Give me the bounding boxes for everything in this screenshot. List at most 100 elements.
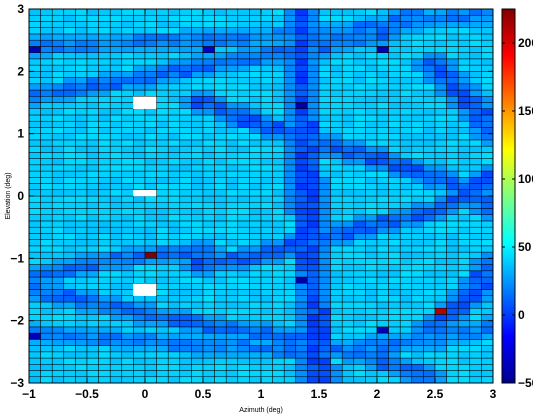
heatmap-cell [202,177,215,184]
heatmap-cell [318,307,331,315]
x-tick-label: −0.5 [75,387,99,401]
heatmap-cell [481,39,494,47]
heatmap-cell [399,233,413,240]
heatmap-cell [202,208,215,215]
heatmap-cell [434,226,447,234]
heatmap-cell [457,39,471,47]
heatmap-cell [156,83,169,91]
heatmap-cell [249,14,262,22]
heatmap-cell [75,364,88,371]
heatmap-cell [156,264,169,272]
heatmap-cell [214,289,227,296]
heatmap-cell [109,264,123,272]
heatmap-cell [225,145,239,153]
heatmap-cell [51,114,65,122]
heatmap-cell [28,83,41,91]
heatmap-cell [214,258,227,265]
heatmap-cell [353,364,366,371]
heatmap-cell [167,326,181,334]
heatmap-cell [399,289,413,296]
heatmap-cell [272,283,285,290]
heatmap-cell [237,152,250,159]
heatmap-cell [295,339,308,346]
heatmap-cell [179,52,192,60]
heatmap-cell [179,357,192,365]
heatmap-cell [249,170,262,178]
heatmap-cell [318,21,331,28]
heatmap-cell [156,364,169,371]
heatmap-cell [144,46,157,53]
heatmap-cell [156,339,169,346]
heatmap-cell [51,127,65,134]
heatmap-cell [307,214,320,222]
heatmap-cell [446,295,459,303]
heatmap-cell [434,258,447,265]
heatmap-cell [341,370,355,378]
heatmap-cell [63,276,76,284]
heatmap-cell [28,120,41,128]
heatmap-cell [133,332,146,340]
heatmap-cell [133,301,146,309]
heatmap-cell [272,14,285,22]
heatmap-cell [307,77,320,85]
colorbar-tick-label: 200 [518,36,533,50]
heatmap-cell [318,370,331,378]
heatmap-cell [423,64,436,72]
heatmap-cell [98,326,111,334]
heatmap-cell [469,183,482,191]
heatmap-cell [144,164,157,172]
heatmap-cell [330,114,343,122]
heatmap-cell [51,357,65,365]
heatmap-cell [249,270,262,278]
heatmap-cell [330,345,343,353]
heatmap-cell [341,152,355,159]
heatmap-cell [86,220,99,228]
heatmap-cell [365,27,378,35]
heatmap-cell [446,289,459,296]
heatmap-cell [318,170,331,178]
heatmap-cell [40,376,53,384]
heatmap-cell [260,320,273,328]
heatmap-cell [318,77,331,85]
heatmap-cell [376,14,389,22]
heatmap-cell [86,83,99,91]
heatmap-cell [28,96,41,103]
heatmap-cell [469,127,482,134]
heatmap-cell-empty [133,96,146,103]
heatmap-cell [434,376,447,384]
heatmap-cell [225,139,239,147]
heatmap-cell [249,8,262,16]
heatmap-cell [214,264,227,272]
heatmap-cell [144,314,157,321]
heatmap-cell [133,320,146,328]
heatmap-cell [156,39,169,47]
heatmap-cell [40,264,53,272]
heatmap-cell [388,27,401,35]
heatmap-cell [109,326,123,334]
heatmap-cell [191,258,204,265]
heatmap-cell [214,71,227,78]
heatmap-cell [86,376,99,384]
heatmap-cell [423,307,436,315]
heatmap-cell [98,357,111,365]
heatmap-cell [133,314,146,321]
heatmap-cell [388,89,401,97]
heatmap-cell [295,139,308,147]
heatmap-cell [156,332,169,340]
heatmap-cell [341,326,355,334]
heatmap-cell [121,8,134,16]
heatmap-cell [109,170,123,178]
heatmap-cell [191,245,204,253]
heatmap-cell [133,364,146,371]
heatmap-cell [75,127,88,134]
heatmap-cell [179,370,192,378]
heatmap-cell [133,127,146,134]
heatmap-cell [40,33,53,41]
heatmap-cell [144,114,157,122]
heatmap-cell [388,201,401,209]
heatmap-cell [86,339,99,346]
heatmap-cell [237,14,250,22]
heatmap-cell [156,320,169,328]
heatmap-cell [179,114,192,122]
heatmap-cell [481,46,494,53]
